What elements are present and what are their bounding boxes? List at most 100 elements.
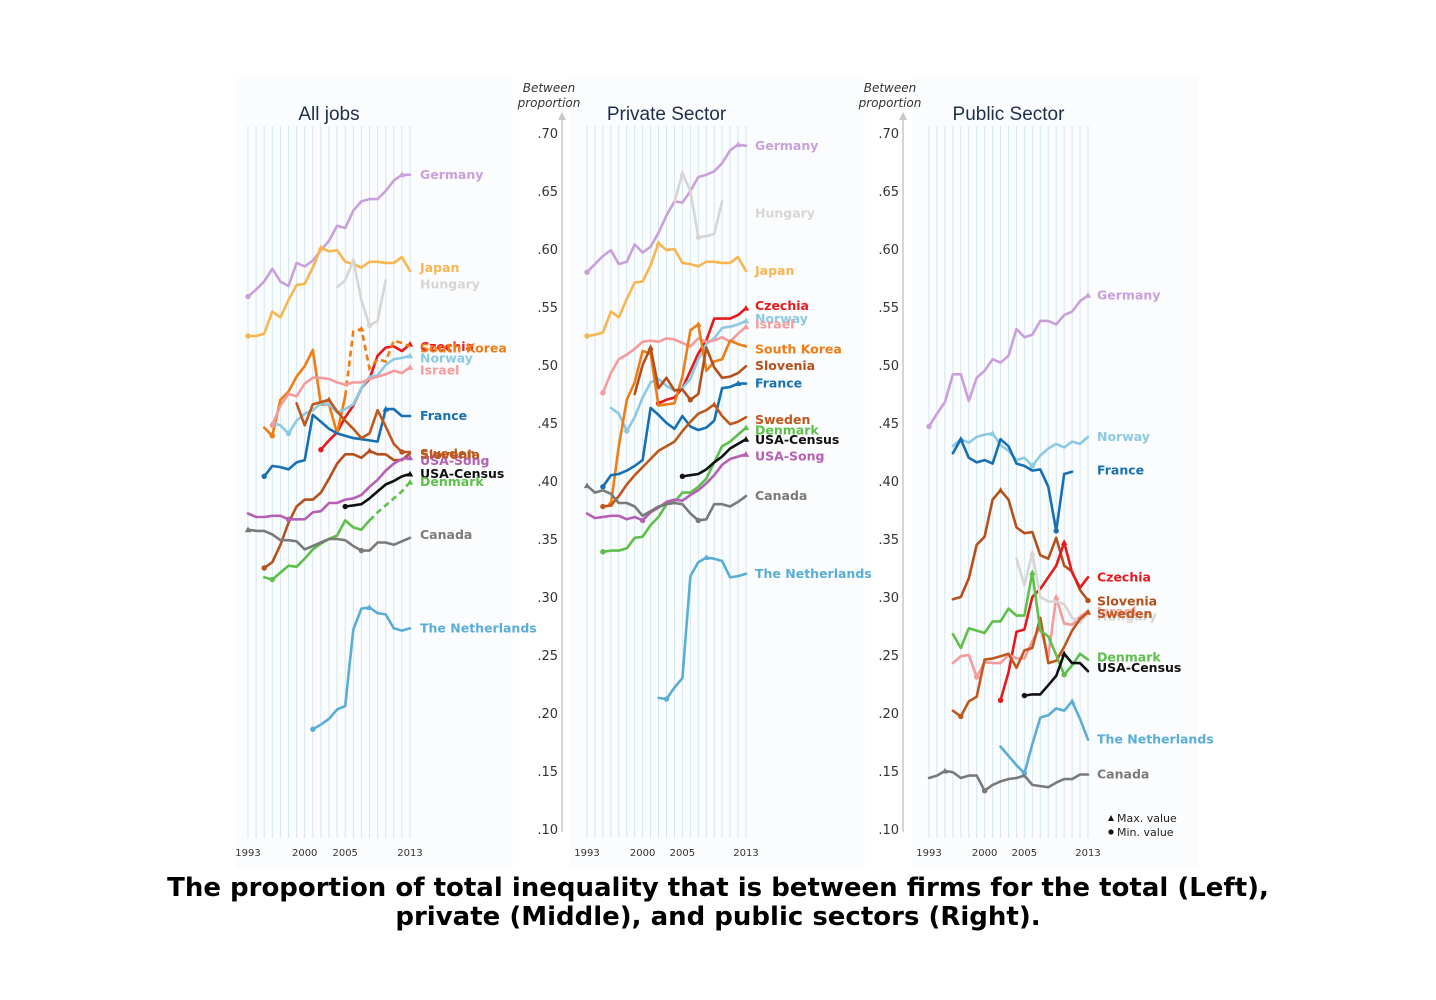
max-marker — [1029, 549, 1036, 556]
series-label: USA-Census — [1097, 660, 1181, 675]
series-line-france — [951, 437, 1074, 533]
min-marker — [600, 549, 606, 555]
y-tick-label: .50 — [878, 359, 899, 374]
max-marker — [742, 317, 750, 324]
y-tick-label: .15 — [878, 765, 899, 780]
series-label: Canada — [1097, 766, 1149, 781]
min-marker — [245, 333, 251, 339]
series-label: Canada — [420, 527, 472, 542]
max-marker — [1084, 608, 1092, 615]
x-tick-label: 2005 — [332, 848, 357, 859]
series-line-canada — [585, 484, 748, 522]
series-label: Denmark — [755, 423, 819, 438]
min-marker — [663, 696, 670, 702]
min-marker — [695, 234, 701, 241]
y-tick-label: .55 — [537, 301, 558, 316]
series-czechia: Czechia — [997, 539, 1151, 703]
y-axis-arrow-icon — [558, 112, 566, 120]
series-line-canada — [927, 769, 1090, 792]
series-line-japan — [246, 246, 412, 338]
series-label: Czechia — [1097, 569, 1151, 584]
min-marker — [958, 713, 964, 720]
series-germany: Germany — [926, 287, 1160, 430]
series-label: Canada — [755, 488, 807, 503]
series-label: France — [420, 408, 467, 423]
y-tick-label: .25 — [537, 649, 558, 664]
max-marker — [382, 405, 389, 412]
series-label: Norway — [1097, 429, 1150, 444]
series-label: Slovenia — [755, 358, 815, 373]
max-marker — [1060, 539, 1068, 545]
y-tick-label: .45 — [537, 417, 558, 432]
min-marker — [342, 503, 348, 510]
series-label: Czechia — [755, 298, 809, 313]
max-marker — [734, 380, 742, 387]
series-germany: Germany — [245, 167, 483, 300]
min-marker — [600, 390, 606, 396]
series-the-netherlands: The Netherlands — [999, 698, 1214, 777]
series-label: Sweden — [1097, 606, 1152, 621]
y-tick-label: .20 — [878, 707, 899, 722]
series-line-dashed-denmark — [368, 481, 411, 522]
y-tick-label: .60 — [878, 243, 899, 258]
series-japan: Japan — [245, 244, 459, 339]
series-slovenia: Slovenia — [261, 447, 480, 571]
y-tick-label: .55 — [878, 301, 899, 316]
series-denmark: Denmark — [262, 474, 484, 583]
series-label: Slovenia — [420, 447, 480, 462]
legend-max-label: Max. value — [1117, 812, 1177, 825]
max-marker — [957, 435, 964, 442]
panel-all-jobs: All jobs 1993 2000 2005 2013 Germany JapanHung… — [235, 78, 537, 868]
series-sweden: Sweden — [295, 396, 475, 461]
min-marker — [1085, 597, 1091, 604]
y-axis-arrow-icon — [899, 112, 907, 120]
y-axis-title-line2: proportion — [858, 96, 922, 110]
min-marker — [600, 503, 606, 510]
series-label: Hungary — [420, 276, 480, 291]
series-slovenia: Slovenia — [951, 486, 1157, 608]
x-tick-label: 2000 — [292, 848, 317, 859]
series-line-the-netherlands — [311, 606, 412, 731]
y-tick-label: .10 — [878, 823, 899, 838]
max-marker-icon — [1108, 815, 1114, 821]
max-marker — [655, 239, 662, 246]
panel-background — [235, 78, 513, 868]
y-tick-label: .65 — [537, 185, 558, 200]
series-sweden: Sweden — [951, 606, 1152, 720]
y-tick-label: .10 — [537, 823, 558, 838]
series-usa-census: USA-Census — [342, 466, 504, 510]
series-line-usa-census — [343, 472, 412, 508]
min-marker — [285, 430, 292, 437]
panel-title: All jobs — [298, 104, 359, 125]
y-tick-label: .35 — [537, 533, 558, 548]
y-tick-label: .70 — [878, 127, 899, 142]
series-label: Sweden — [420, 446, 475, 461]
min-marker — [679, 473, 686, 480]
series-line-czechia — [999, 541, 1090, 702]
series-line-denmark — [262, 519, 371, 581]
max-marker — [358, 325, 365, 332]
max-marker — [406, 478, 414, 485]
series-label: The Netherlands — [420, 620, 537, 635]
caption-line-2: private (Middle), and public sectors (Ri… — [395, 902, 1041, 932]
series-label: Israel — [420, 362, 459, 377]
max-marker — [325, 396, 333, 403]
series-line-slovenia — [262, 449, 412, 570]
min-marker — [584, 333, 590, 339]
series-label: Israel — [755, 317, 794, 332]
y-axis-title-line1: Between — [523, 81, 576, 95]
panel-title: Public Sector — [953, 104, 1066, 125]
series-line-sweden — [295, 398, 412, 454]
series-usa-census: USA-Census — [1021, 650, 1181, 699]
min-marker — [245, 293, 251, 300]
y-tick-label: .40 — [878, 475, 899, 490]
series-canada: Canada — [927, 766, 1149, 794]
max-marker — [647, 344, 654, 351]
series-line-usa-census — [1023, 652, 1090, 697]
series-label: Germany — [755, 138, 818, 153]
series-israel: Israel — [600, 317, 794, 396]
min-marker — [624, 428, 630, 434]
series-denmark: Denmark — [951, 569, 1161, 678]
series-line-germany — [246, 173, 412, 298]
